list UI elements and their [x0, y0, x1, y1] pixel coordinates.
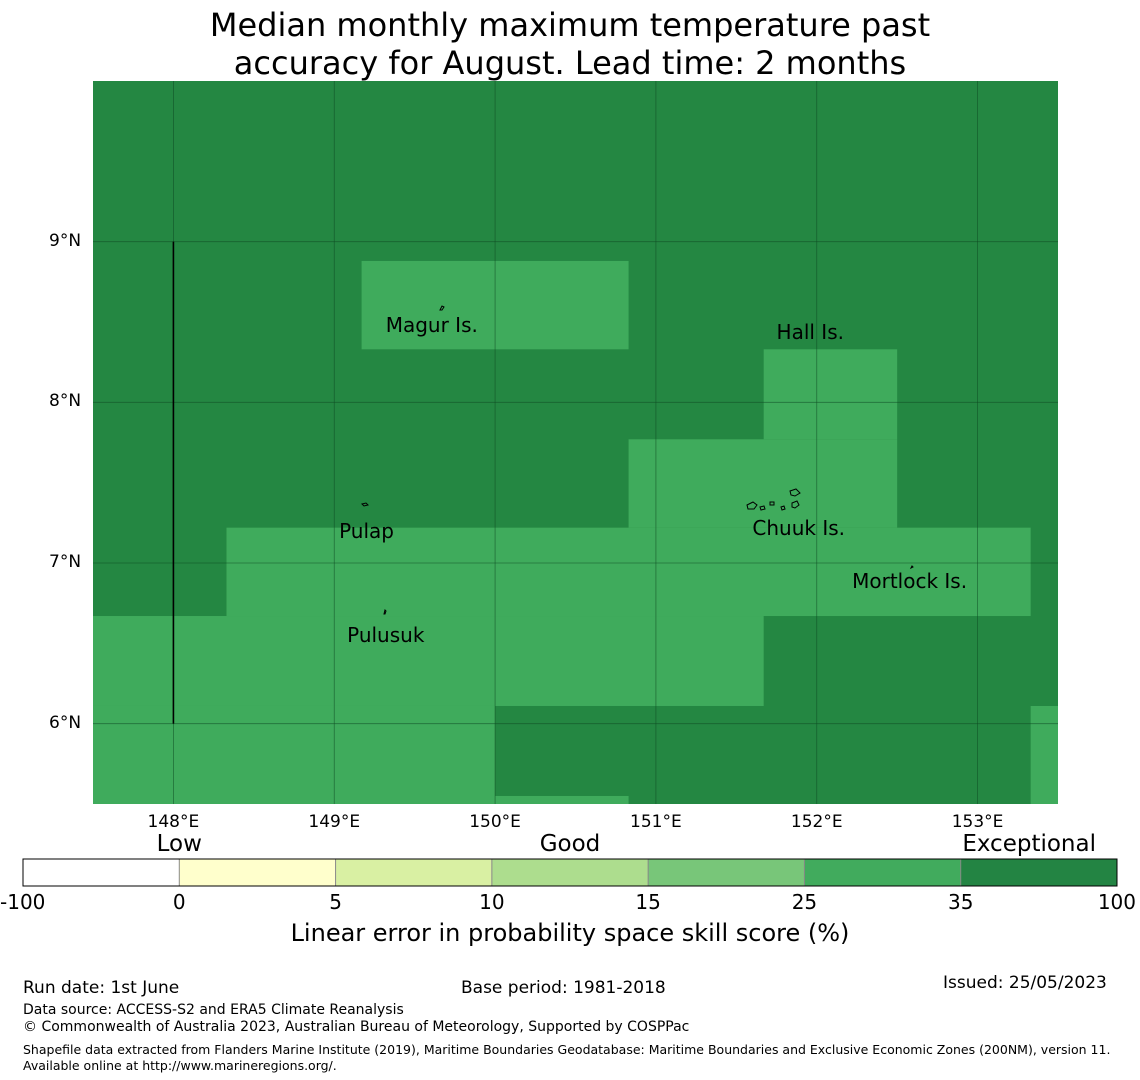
island-outline	[383, 609, 387, 615]
colorbar-bin	[23, 859, 180, 886]
latitude-tick-label: 6°N	[49, 712, 82, 733]
chuuk-island-outline	[769, 501, 775, 506]
colorbar-bin	[960, 859, 1117, 886]
place-label: Mortlock Is.	[852, 568, 968, 593]
place-label: Pulap	[339, 518, 394, 543]
good-skill-region	[628, 439, 898, 528]
latitude-tick-label: 9°N	[49, 230, 82, 251]
colorbar-frame	[22, 858, 1118, 887]
colorbar-bin	[648, 859, 805, 886]
longitude-tick-label: 148°E	[147, 812, 200, 832]
data-source: Data source: ACCESS-S2 and ERA5 Climate …	[23, 1002, 404, 1018]
longitude-tick-label: 150°E	[469, 812, 521, 832]
colorbar-bin	[335, 859, 492, 886]
shapefile-credit: Shapefile data extracted from Flanders M…	[23, 1042, 1111, 1073]
map-title: Median monthly maximum temperature past …	[0, 6, 1140, 82]
place-label: Magur Is.	[385, 313, 478, 338]
colorbar-tick-label: 100	[1097, 890, 1136, 914]
colorbar-tick-label: 0	[172, 890, 186, 914]
colorbar-tick-label: 5	[329, 890, 342, 914]
colorbar-bin	[179, 859, 336, 886]
longitude-tick-label: 153°E	[951, 812, 1004, 832]
copyright: © Commonwealth of Australia 2023, Austra…	[23, 1019, 690, 1035]
colorbar-category-label: Low	[156, 831, 202, 857]
colorbar-tick-label: 35	[947, 890, 974, 914]
island-outline	[361, 502, 369, 507]
longitude-tick-label: 152°E	[790, 812, 843, 832]
run-date: Run date: 1st June	[23, 978, 180, 998]
place-label: Chuuk Is.	[752, 515, 846, 540]
colorbar-tick-label: 15	[635, 890, 661, 914]
good-skill-region	[226, 527, 1031, 617]
good-skill-region	[1030, 705, 1058, 804]
latitude-tick-label: 7°N	[49, 552, 82, 572]
good-skill-region	[763, 349, 898, 440]
island-outline	[909, 565, 914, 570]
place-label: Hall Is.	[776, 319, 844, 344]
chuuk-island-outline	[759, 505, 766, 511]
colorbar-bin	[491, 859, 649, 886]
island-outline	[439, 305, 445, 311]
chuuk-island-outline	[746, 501, 758, 510]
longitude-tick-label: 149°E	[308, 812, 361, 832]
chuuk-island-outline	[780, 505, 786, 511]
place-label: Pulusuk	[347, 623, 425, 648]
good-skill-region	[93, 705, 496, 804]
map-title-line-2: accuracy for August. Lead time: 2 months	[233, 44, 907, 82]
good-skill-region	[93, 616, 764, 706]
colorbar-tick-label: 10	[479, 890, 505, 914]
issued-date: Issued: 25/05/2023	[943, 973, 1107, 993]
chuuk-island-outline	[789, 488, 801, 497]
good-skill-region	[495, 795, 629, 804]
base-period: Base period: 1981-2018	[461, 978, 666, 998]
latitude-tick-label: 8°N	[49, 391, 82, 412]
colorbar-bin	[804, 859, 961, 886]
map-title-line-1: Median monthly maximum temperature past	[209, 6, 931, 44]
colorbar-tick-label: -100	[0, 890, 46, 914]
colorbar-label: Linear error in probability space skill …	[290, 919, 850, 947]
colorbar-category-label: Good	[539, 831, 601, 857]
colorbar-tick-label: 25	[791, 890, 818, 914]
longitude-tick-label: 151°E	[630, 812, 682, 832]
chuuk-island-outline	[791, 500, 800, 509]
colorbar-category-label: Exceptional	[962, 831, 1096, 857]
